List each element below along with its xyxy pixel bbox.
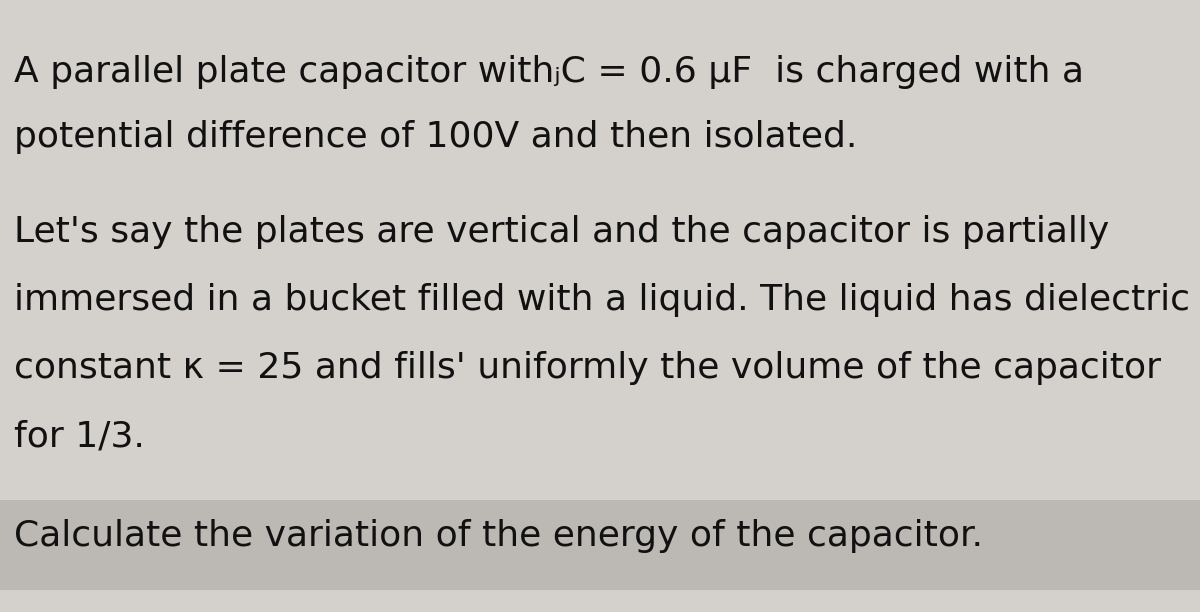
Text: immersed in a bucket filled with a liquid. The liquid has dielectric: immersed in a bucket filled with a liqui… <box>14 283 1190 317</box>
Bar <box>0 500 1200 590</box>
Text: constant κ = 25 and fills' uniformly the volume of the capacitor: constant κ = 25 and fills' uniformly the… <box>14 351 1162 385</box>
Text: A parallel plate capacitor withⱼC = 0.6 μF  is charged with a: A parallel plate capacitor withⱼC = 0.6 … <box>14 55 1084 89</box>
Text: Let's say the plates are vertical and the capacitor is partially: Let's say the plates are vertical and th… <box>14 215 1109 249</box>
Text: Calculate the variation of the energy of the capacitor.: Calculate the variation of the energy of… <box>14 519 983 553</box>
Text: for 1/3.: for 1/3. <box>14 419 145 453</box>
Text: potential difference of 100V and then isolated.: potential difference of 100V and then is… <box>14 120 857 154</box>
